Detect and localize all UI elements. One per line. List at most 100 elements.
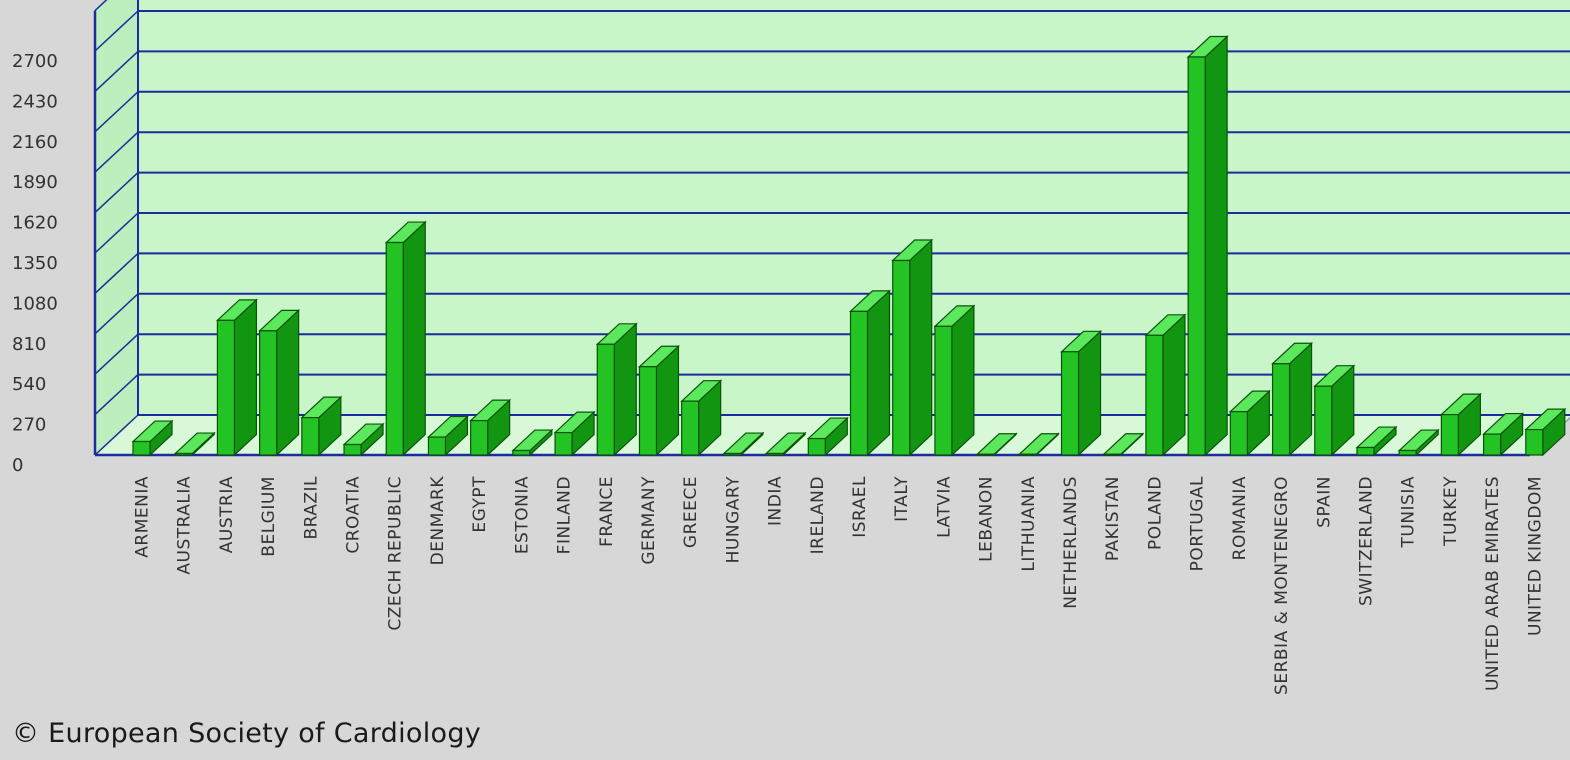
x-tick-label: FRANCE <box>597 476 617 547</box>
x-tick-label: PAKISTAN <box>1103 476 1123 561</box>
bar <box>976 453 995 456</box>
gridline-diagonal <box>94 50 139 92</box>
x-tick-label: SWITZERLAND <box>1356 476 1376 606</box>
gridline-diagonal <box>94 212 139 254</box>
x-tick-label: BRAZIL <box>301 476 321 540</box>
bar <box>1271 363 1291 456</box>
bar <box>723 452 742 456</box>
bar <box>807 437 826 456</box>
y-tick-label: 1620 <box>12 213 58 234</box>
bar <box>596 343 615 456</box>
bar <box>1103 453 1122 456</box>
bar <box>132 440 151 456</box>
bar <box>1440 414 1459 456</box>
gridline-diagonal <box>94 293 139 335</box>
bar <box>216 319 236 456</box>
bar <box>512 449 531 456</box>
x-tick-label: SPAIN <box>1314 476 1334 528</box>
x-tick-label: DENMARK <box>428 476 448 566</box>
x-tick-label: ITALY <box>892 476 912 522</box>
x-tick-label: LATVIA <box>934 476 954 538</box>
x-tick-label: ESTONIA <box>512 476 532 554</box>
bar <box>765 452 784 456</box>
bar <box>681 400 700 456</box>
x-tick-label: FINLAND <box>555 476 575 554</box>
bar <box>343 443 362 456</box>
gridline-diagonal <box>94 252 139 294</box>
bar-side <box>1077 329 1102 457</box>
bar-side <box>276 308 300 457</box>
y-tick-label: 1080 <box>12 293 58 314</box>
bar <box>174 452 193 456</box>
bar <box>1398 449 1417 456</box>
x-tick-label: HUNGARY <box>723 476 743 563</box>
x-tick-label: LITHUANIA <box>1019 476 1039 572</box>
x-tick-label: TURKEY <box>1441 476 1461 547</box>
x-tick-label: GREECE <box>681 476 701 548</box>
bar-side <box>1162 313 1186 457</box>
x-tick-label: LEBANON <box>977 476 997 562</box>
bar <box>849 310 869 456</box>
x-tick-label: UNITED ARAB EMIRATES <box>1483 476 1503 691</box>
bar <box>1356 446 1375 456</box>
y-tick-label: 0 <box>12 455 23 476</box>
x-tick-label: AUSTRALIA <box>175 476 195 575</box>
bar <box>1482 433 1502 456</box>
x-tick-label: NETHERLANDS <box>1061 476 1081 609</box>
y-tick-label: 1350 <box>12 253 58 274</box>
bar <box>1018 453 1037 456</box>
bar-side <box>951 304 975 457</box>
x-tick-label: INDIA <box>766 476 786 526</box>
bar <box>301 416 320 456</box>
y-tick-label: 540 <box>12 374 46 395</box>
bar <box>1229 411 1248 456</box>
x-tick-label: CROATIA <box>344 476 364 554</box>
x-tick-label: POLAND <box>1145 476 1165 550</box>
x-tick-label: CZECH REPUBLIC <box>386 476 406 631</box>
bar <box>934 325 953 456</box>
bar <box>554 431 573 456</box>
x-tick-label: EGYPT <box>470 476 490 533</box>
x-tick-label: UNITED KINGDOM <box>1525 476 1545 636</box>
y-tick-label: 2700 <box>12 51 58 72</box>
x-tick-label: ARMENIA <box>133 476 153 558</box>
x-tick-label: PORTUGAL <box>1188 476 1208 571</box>
bar-side <box>866 289 891 457</box>
gridline-diagonal <box>94 131 139 173</box>
gridline-diagonal <box>94 172 139 214</box>
bar <box>1060 351 1080 456</box>
gridline-diagonal <box>94 91 139 133</box>
y-tick-label: 270 <box>12 415 46 436</box>
gridline-diagonal <box>94 414 139 456</box>
y-tick-label: 2160 <box>12 132 58 153</box>
x-tick-label: TUNISIA <box>1399 476 1419 549</box>
bar <box>638 366 658 456</box>
copyright-notice: © European Society of Cardiology <box>12 718 482 749</box>
y-tick-label: 2430 <box>12 91 58 112</box>
plot-corner-line <box>94 0 108 12</box>
bar-side <box>402 220 426 457</box>
x-tick-label: GERMANY <box>639 476 659 565</box>
plot-side-wall <box>95 0 138 455</box>
x-tick-label: SERBIA & MONTENEGRO <box>1272 476 1292 695</box>
bar <box>385 241 404 456</box>
bar <box>259 330 278 456</box>
bar-side <box>233 298 258 457</box>
bar-side <box>1204 35 1228 457</box>
gridline-diagonal <box>94 333 139 375</box>
bar <box>1314 385 1333 456</box>
y-tick-label: 1890 <box>12 172 58 193</box>
bar <box>1145 334 1164 456</box>
bar <box>1525 428 1544 456</box>
gridline-diagonal <box>94 374 139 416</box>
bar-side <box>909 238 933 457</box>
x-tick-label: IRELAND <box>808 476 828 554</box>
x-tick-label: ISRAEL <box>850 476 870 538</box>
x-tick-label: BELGIUM <box>259 476 279 557</box>
bar <box>892 259 911 456</box>
bar <box>427 436 447 456</box>
y-tick-label: 810 <box>12 334 46 355</box>
bar-side <box>613 322 637 457</box>
